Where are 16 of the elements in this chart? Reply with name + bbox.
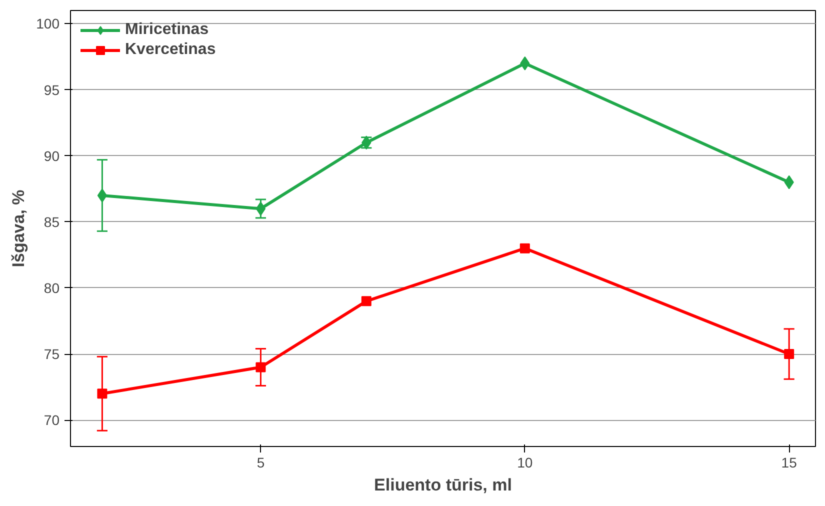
x-tick-label: 5 <box>256 454 265 470</box>
x-tick-label: 10 <box>517 454 533 470</box>
y-tick-label: 85 <box>44 214 60 230</box>
y-tick-label: 80 <box>44 280 60 296</box>
legend-label: Miricetinas <box>125 21 209 39</box>
point <box>520 243 530 254</box>
x-tick-label: 15 <box>781 454 798 470</box>
y-axis-title: Išgava, % <box>9 190 28 268</box>
x-axis-title: Eliuento tūris, ml <box>374 476 512 494</box>
y-tick-label: 70 <box>44 412 60 428</box>
y-tick-label: 95 <box>44 82 60 98</box>
y-tick-label: 100 <box>36 16 60 32</box>
point <box>361 296 372 306</box>
y-tick-label: 75 <box>44 346 60 362</box>
y-tick-label: 90 <box>44 148 60 164</box>
legend-label: Kvercetinas <box>125 41 216 59</box>
